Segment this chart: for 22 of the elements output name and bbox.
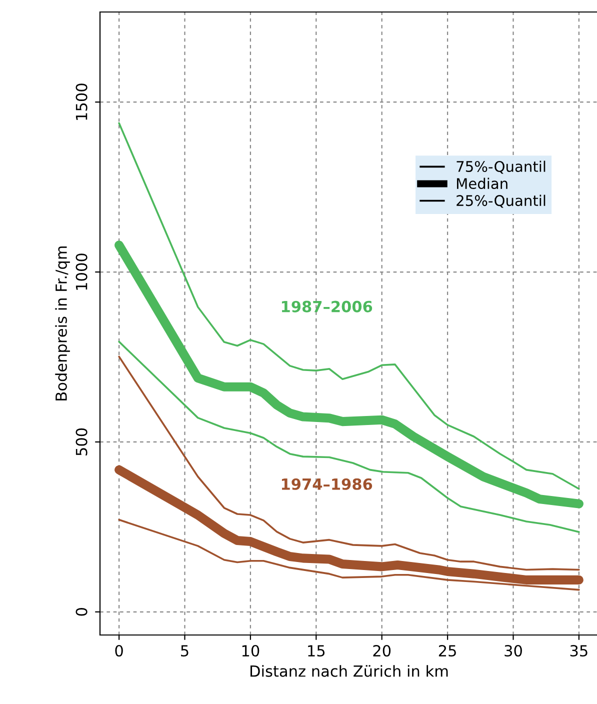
annotation: 1974–1986 bbox=[282, 478, 372, 490]
x-tick-label: 20 bbox=[373, 644, 391, 657]
y-axis-title: Bodenpreis in Fr./qm bbox=[55, 246, 70, 400]
line-series bbox=[118, 356, 580, 571]
x-tick-label: 35 bbox=[570, 644, 588, 657]
x-tick-label: 25 bbox=[438, 644, 456, 657]
x-tick-label: 5 bbox=[181, 645, 188, 657]
x-tick-label: 10 bbox=[242, 644, 260, 657]
x-tick-label: 15 bbox=[308, 645, 325, 657]
y-tick-label: 0 bbox=[76, 608, 88, 616]
x-tick-label: 30 bbox=[504, 644, 522, 657]
y-tick-label: 500 bbox=[76, 428, 88, 456]
line-series bbox=[118, 122, 580, 490]
annotation: Median bbox=[457, 178, 508, 190]
annotation: 1987–2006 bbox=[282, 300, 372, 312]
annotation: 25%-Quantil bbox=[456, 194, 546, 208]
x-tick-label: 0 bbox=[115, 644, 123, 657]
y-tick-label: 1000 bbox=[76, 254, 88, 290]
line-series bbox=[118, 340, 580, 533]
y-tick-label: 1500 bbox=[76, 84, 88, 120]
x-axis-title: Distanz nach Zürich in km bbox=[250, 665, 448, 677]
annotation: 75%-Quantil bbox=[456, 160, 546, 174]
